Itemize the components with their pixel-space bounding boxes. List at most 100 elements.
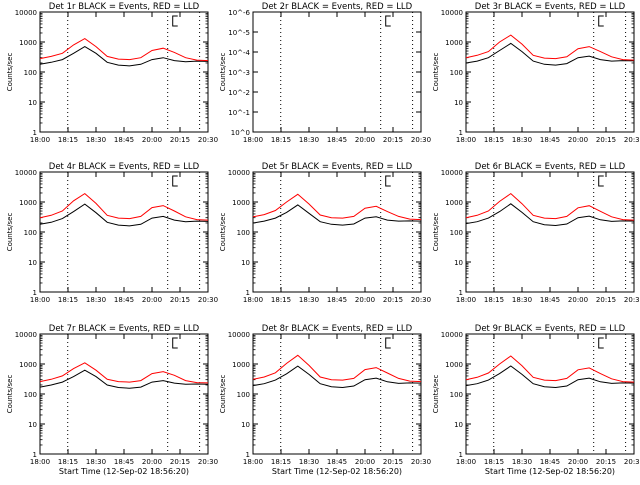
panel-8: Det 8r BLACK = Events, RED = LLD 1 10 100 10… [219, 324, 431, 476]
y-tick-label: 10 [241, 421, 250, 429]
y-axis-label: Counts/sec [6, 53, 14, 92]
plot-frame [39, 333, 209, 455]
plot-frame [465, 333, 635, 455]
y-tick-label: 100 [24, 69, 37, 77]
y-tick-label: 1000 [19, 199, 37, 207]
x-tick-label: 18:00 [243, 136, 263, 144]
x-tick-label: 20:15 [596, 458, 616, 466]
y-tick-label: 100 [237, 391, 250, 399]
x-tick-label: 18:15 [271, 296, 291, 304]
y-tick-label: 10 [28, 421, 37, 429]
x-axis-label: Start Time (12-Sep-02 18:56:20) [272, 467, 402, 476]
y-tick-label: 10^0 [231, 129, 250, 137]
y-tick-label: 10 [454, 99, 463, 107]
panel-title: Det 7r BLACK = Events, RED = LLD [49, 324, 200, 334]
y-tick-label: 1 [246, 451, 250, 459]
x-axis-label: Start Time (12-Sep-02 18:56:20) [59, 467, 189, 476]
plot-frame [252, 333, 422, 455]
panel-title: Det 5r BLACK = Events, RED = LLD [262, 162, 413, 172]
bracket-mark [172, 337, 178, 349]
x-tick-label: 20:00 [355, 296, 375, 304]
x-tick-label: 20:30 [411, 296, 431, 304]
x-tick-label: 18:30 [86, 136, 106, 144]
y-tick-label: 1 [459, 451, 463, 459]
x-tick-label: 20:15 [170, 296, 190, 304]
events-series-line [465, 42, 635, 66]
panel-9: Det 9r BLACK = Events, RED = LLD 1 10 100 10… [432, 324, 640, 476]
y-axis-label: Counts/sec [6, 213, 14, 252]
lld-series-line [465, 192, 635, 221]
x-tick-label: 20:30 [624, 458, 640, 466]
x-tick-label: 20:00 [355, 136, 375, 144]
y-tick-label: 10^-3 [228, 69, 250, 77]
y-tick-label: 10000 [441, 331, 463, 339]
panel-title: Det 1r BLACK = Events, RED = LLD [49, 2, 200, 12]
x-tick-label: 20:00 [142, 136, 162, 144]
bracket-mark [172, 175, 178, 187]
x-tick-label: 18:15 [484, 296, 504, 304]
x-tick-label: 18:45 [540, 136, 560, 144]
x-tick-label: 18:15 [58, 296, 78, 304]
panel-6: Det 6r BLACK = Events, RED = LLD 1 10 100 10… [432, 162, 640, 304]
panel-2: Det 2r BLACK = Events, RED = LLD 10^0 10^-… [219, 2, 431, 144]
y-tick-label: 100 [24, 229, 37, 237]
plot-frame [465, 11, 635, 133]
y-tick-label: 10 [454, 421, 463, 429]
y-tick-label: 10 [28, 259, 37, 267]
panel-7: Det 7r BLACK = Events, RED = LLD 1 10 100 10… [6, 324, 218, 476]
x-tick-label: 20:15 [383, 458, 403, 466]
lld-series-line [39, 192, 209, 221]
x-tick-label: 18:45 [540, 296, 560, 304]
x-tick-label: 18:00 [30, 458, 50, 466]
x-tick-label: 18:15 [484, 458, 504, 466]
y-tick-label: 1000 [19, 361, 37, 369]
y-axis-label: Counts/sec [6, 375, 14, 414]
x-tick-label: 18:45 [114, 296, 134, 304]
x-tick-label: 18:15 [58, 136, 78, 144]
x-tick-label: 20:15 [596, 136, 616, 144]
y-tick-label: 10^-6 [228, 9, 250, 17]
y-tick-label: 10 [241, 259, 250, 267]
x-tick-label: 18:15 [58, 458, 78, 466]
bracket-mark [598, 15, 604, 27]
y-tick-label: 10^-5 [228, 29, 250, 37]
x-tick-label: 18:30 [299, 458, 319, 466]
x-tick-label: 20:30 [624, 136, 640, 144]
events-series-line [465, 203, 635, 227]
y-tick-label: 1000 [232, 361, 250, 369]
x-tick-label: 18:00 [456, 458, 476, 466]
x-tick-label: 20:15 [383, 296, 403, 304]
x-tick-label: 18:00 [30, 136, 50, 144]
y-tick-label: 100 [450, 229, 463, 237]
y-tick-label: 10^-4 [228, 49, 250, 57]
x-tick-label: 20:00 [355, 458, 375, 466]
panel-title: Det 4r BLACK = Events, RED = LLD [49, 162, 200, 172]
events-series-line [465, 365, 635, 389]
y-tick-label: 10 [454, 259, 463, 267]
x-tick-label: 18:30 [512, 136, 532, 144]
x-tick-label: 18:45 [327, 458, 347, 466]
bracket-mark [172, 15, 178, 27]
events-series-line [252, 204, 422, 226]
y-axis-label: Counts/sec [219, 213, 227, 252]
x-tick-label: 20:00 [568, 458, 588, 466]
panel-title: Det 2r BLACK = Events, RED = LLD [262, 2, 413, 12]
x-tick-label: 20:00 [142, 458, 162, 466]
x-axis-label: Start Time (12-Sep-02 18:56:20) [485, 467, 615, 476]
y-tick-label: 100 [24, 391, 37, 399]
bracket-mark [385, 337, 391, 349]
plot-frame [39, 171, 209, 293]
x-tick-label: 18:00 [243, 458, 263, 466]
y-tick-label: 100 [450, 69, 463, 77]
y-tick-label: 10000 [441, 9, 463, 17]
x-tick-label: 18:00 [456, 296, 476, 304]
y-tick-label: 10000 [15, 331, 37, 339]
y-tick-label: 1000 [232, 199, 250, 207]
x-tick-label: 18:30 [86, 296, 106, 304]
bracket-mark [598, 175, 604, 187]
y-tick-label: 1000 [19, 39, 37, 47]
y-tick-label: 1000 [445, 39, 463, 47]
x-tick-label: 18:45 [540, 458, 560, 466]
y-tick-label: 10000 [15, 169, 37, 177]
events-series-line [39, 203, 209, 227]
